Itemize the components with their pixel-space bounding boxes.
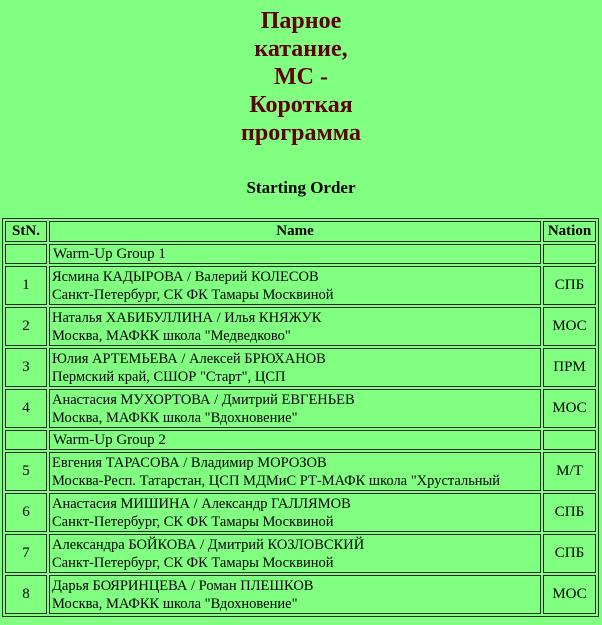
region-club: Санкт-Петербург, СК ФК Тамары Москвиной <box>52 513 334 530</box>
name-cell: Юлия АРТЕМЬЕВА / Алексей БРЮХАНОВ Пермски… <box>49 348 541 387</box>
starting-order-table: StN. Name Nation Warm-Up Group 1 1 Ясмина … <box>2 218 599 617</box>
start-number: 1 <box>5 266 47 305</box>
warmup-group-label: Warm-Up Group 2 <box>49 430 541 450</box>
nation-code: ПРМ <box>543 348 596 387</box>
table-row: 6 Анастасия МИШИНА / Александр ГАЛЛЯМОВ Са… <box>5 493 596 532</box>
starting-order-heading: Starting Order <box>246 178 356 197</box>
name-cell: Анастасия МИШИНА / Александр ГАЛЛЯМОВ Сан… <box>49 493 541 532</box>
nation-code: М/Т <box>543 452 596 491</box>
pair-names: Наталья ХАБИБУЛЛИНА / Илья КНЯЖУК <box>52 309 322 326</box>
region-club: Москва, МАФКК школа "Вдохновение" <box>52 409 298 426</box>
start-number: 6 <box>5 493 47 532</box>
nation-code: СПБ <box>543 266 596 305</box>
region-club: Пермский край, СШОР "Старт", ЦСП <box>52 368 286 385</box>
nation-code: МОС <box>543 389 596 428</box>
pair-names: Дарья БОЯРИНЦЕВА / Роман ПЛЕШКОВ <box>52 577 314 594</box>
pair-names: Анастасия МУХОРТОВА / Дмитрий ЕВГЕНЬЕВ <box>52 391 355 408</box>
table-row: 4 Анастасия МУХОРТОВА / Дмитрий ЕВГЕНЬЕВ М… <box>5 389 596 428</box>
region-club: Москва-Респ. Татарстан, ЦСП МДМиС РТ-МАФ… <box>52 472 501 489</box>
table-row: 8 Дарья БОЯРИНЦЕВА / Роман ПЛЕШКОВ Москва,… <box>5 575 596 614</box>
nation-code: МОС <box>543 307 596 346</box>
pair-names: Ясмина КАДЫРОВА / Валерий КОЛЕСОВ <box>52 268 319 285</box>
warmup-group-label: Warm-Up Group 1 <box>49 244 541 264</box>
warmup-group-row: Warm-Up Group 2 <box>5 430 596 450</box>
start-number: 7 <box>5 534 47 573</box>
nation-cell-empty <box>543 430 596 450</box>
column-header-nation: Nation <box>543 221 596 242</box>
region-club: Санкт-Петербург, СК ФК Тамары Москвиной <box>52 286 334 303</box>
table-row: 3 Юлия АРТЕМЬЕВА / Алексей БРЮХАНОВ Пермск… <box>5 348 596 387</box>
name-cell: Анастасия МУХОРТОВА / Дмитрий ЕВГЕНЬЕВ Мо… <box>49 389 541 428</box>
start-number: 3 <box>5 348 47 387</box>
table-row: 7 Александра БОЙКОВА / Дмитрий КОЗЛОВСКИЙ… <box>5 534 596 573</box>
table-row: 5 Евгения ТАРАСОВА / Владимир МОРОЗОВ Моск… <box>5 452 596 491</box>
warmup-group-row: Warm-Up Group 1 <box>5 244 596 264</box>
nation-code: МОС <box>543 575 596 614</box>
pair-names: Юлия АРТЕМЬЕВА / Алексей БРЮХАНОВ <box>52 350 326 367</box>
name-cell: Наталья ХАБИБУЛЛИНА / Илья КНЯЖУК Москва,… <box>49 307 541 346</box>
name-cell: Дарья БОЯРИНЦЕВА / Роман ПЛЕШКОВ Москва, … <box>49 575 541 614</box>
table-header-row: StN. Name Nation <box>5 221 596 242</box>
column-header-stn: StN. <box>5 221 47 242</box>
region-club: Москва, МАФКК школа "Вдохновение" <box>52 595 298 612</box>
nation-code: СПБ <box>543 534 596 573</box>
pair-names: Анастасия МИШИНА / Александр ГАЛЛЯМОВ <box>52 495 351 512</box>
table-row: 1 Ясмина КАДЫРОВА / Валерий КОЛЕСОВ Санкт-… <box>5 266 596 305</box>
nation-code: СПБ <box>543 493 596 532</box>
start-number: 4 <box>5 389 47 428</box>
start-number: 5 <box>5 452 47 491</box>
column-header-name: Name <box>49 221 541 242</box>
region-club: Санкт-Петербург, СК ФК Тамары Москвиной <box>52 554 334 571</box>
pair-names: Александра БОЙКОВА / Дмитрий КОЗЛОВСКИЙ <box>52 536 365 553</box>
stn-cell-empty <box>5 244 47 264</box>
page-title: Парное катание, МС - Короткая программа <box>241 8 361 146</box>
nation-cell-empty <box>543 244 596 264</box>
pair-names: Евгения ТАРАСОВА / Владимир МОРОЗОВ <box>52 454 327 471</box>
name-cell: Евгения ТАРАСОВА / Владимир МОРОЗОВ Москв… <box>49 452 541 491</box>
name-cell: Ясмина КАДЫРОВА / Валерий КОЛЕСОВ Санкт-П… <box>49 266 541 305</box>
name-cell: Александра БОЙКОВА / Дмитрий КОЗЛОВСКИЙ С… <box>49 534 541 573</box>
region-club: Москва, МАФКК школа "Медведково" <box>52 327 291 344</box>
table-row: 2 Наталья ХАБИБУЛЛИНА / Илья КНЯЖУК Москва… <box>5 307 596 346</box>
start-number: 2 <box>5 307 47 346</box>
stn-cell-empty <box>5 430 47 450</box>
start-number: 8 <box>5 575 47 614</box>
